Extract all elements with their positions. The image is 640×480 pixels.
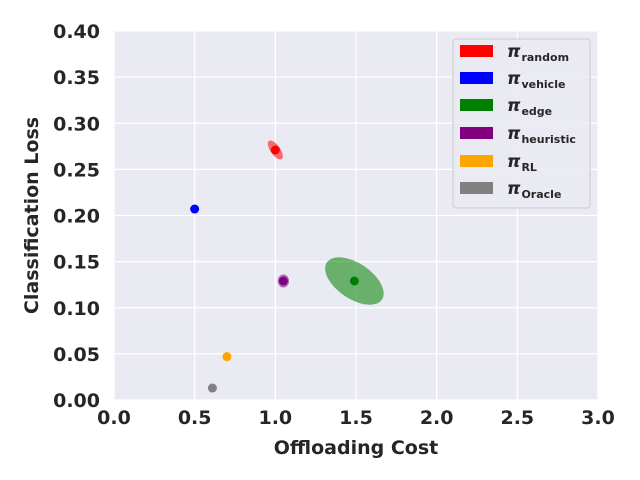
x-tick-label: 3.0 — [581, 407, 615, 429]
y-tick-label: 0.30 — [53, 113, 100, 135]
legend-label-rl: πRL — [507, 152, 537, 174]
legend-swatch-vehicle — [460, 72, 493, 84]
legend-swatch-heuristic — [460, 127, 493, 139]
x-tick-label: 2.5 — [500, 407, 534, 429]
legend-label-heuristic: πheuristic — [507, 124, 576, 146]
y-tick-label: 0.35 — [53, 67, 100, 89]
legend: πrandom πvehicle πedge πheuristic πRL πOracle — [452, 38, 591, 209]
point-rl — [222, 352, 232, 362]
x-tick-label: 2.0 — [420, 407, 454, 429]
point-heuristic — [278, 276, 288, 286]
y-tick-label: 0.15 — [53, 252, 100, 274]
y-tick-label: 0.05 — [53, 344, 100, 366]
x-tick-label: 1.5 — [339, 407, 373, 429]
y-tick-label: 0.20 — [53, 206, 100, 228]
y-tick-label: 0.25 — [53, 159, 100, 181]
legend-swatch-oracle — [460, 182, 493, 194]
y-axis-label: Classification Loss — [21, 117, 43, 314]
point-random — [270, 145, 280, 155]
legend-label-edge: πedge — [507, 96, 552, 118]
point-edge — [349, 276, 359, 286]
data-points — [190, 145, 359, 393]
legend-label-vehicle: πvehicle — [507, 69, 565, 91]
y-tick-labels: 0.00 0.05 0.10 0.15 0.20 0.25 0.30 0.35 0.40 — [53, 21, 100, 412]
y-tick-label: 0.40 — [53, 21, 100, 43]
point-oracle — [207, 383, 217, 393]
legend-swatch-random — [460, 45, 493, 57]
x-tick-label: 0.5 — [178, 407, 212, 429]
y-tick-label: 0.10 — [53, 298, 100, 320]
legend-label-random: πrandom — [507, 42, 569, 64]
x-tick-label: 1.0 — [258, 407, 292, 429]
x-tick-labels: 0.0 0.5 1.0 1.5 2.0 2.5 3.0 — [97, 407, 615, 429]
y-tick-label: 0.00 — [53, 390, 100, 412]
legend-swatch-edge — [460, 99, 493, 111]
point-vehicle — [190, 204, 200, 214]
legend-label-oracle: πOracle — [507, 179, 561, 201]
x-tick-label: 0.0 — [97, 407, 131, 429]
x-axis-label: Offloading Cost — [274, 437, 438, 459]
legend-swatch-rl — [460, 155, 493, 167]
